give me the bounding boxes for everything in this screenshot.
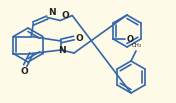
Text: CH₃: CH₃ (132, 43, 142, 48)
Text: N: N (48, 8, 56, 16)
Text: O: O (126, 35, 133, 43)
Text: O: O (20, 67, 28, 77)
Text: N: N (58, 46, 66, 54)
Text: O: O (61, 11, 69, 19)
Text: O: O (75, 33, 83, 43)
